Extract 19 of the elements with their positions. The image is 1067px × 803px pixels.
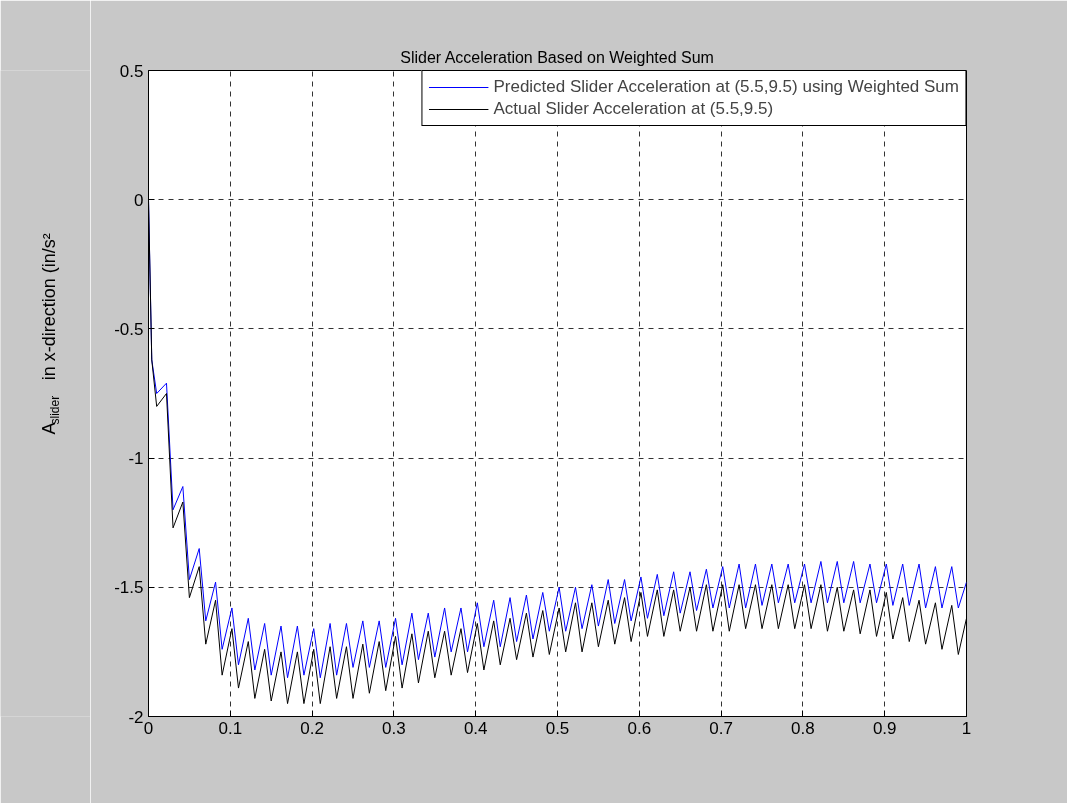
y-tick-label: -0.5	[114, 319, 144, 339]
x-tick-label: 0.1	[218, 718, 243, 738]
y-tick-label: -2	[128, 707, 144, 727]
y-tick-label: 0.5	[119, 61, 144, 81]
legend-label: Actual Slider Acceleration at (5.5,9.5)	[493, 99, 774, 119]
x-tick-label: 0.3	[382, 718, 406, 738]
x-tick-label: 0.7	[709, 718, 733, 738]
x-tick-label: 0.9	[872, 718, 897, 738]
x-tick-label: 1	[961, 718, 972, 738]
x-tick-label: 0.8	[791, 718, 815, 738]
x-tick-label: 0.6	[627, 718, 652, 738]
x-tick-label: 0.5	[545, 718, 570, 738]
y-tick-label: 0	[134, 190, 144, 210]
y-tick-label: -1	[128, 449, 144, 469]
x-tick-label: 0.2	[300, 718, 324, 738]
y-tick-label: -1.5	[114, 578, 144, 598]
x-tick-label: 0.4	[463, 718, 488, 738]
chart-title: Slider Acceleration Based on Weighted Sum	[400, 48, 714, 66]
legend-label: Predicted Slider Acceleration at (5.5,9.5) using Weighted Sum	[493, 77, 959, 97]
